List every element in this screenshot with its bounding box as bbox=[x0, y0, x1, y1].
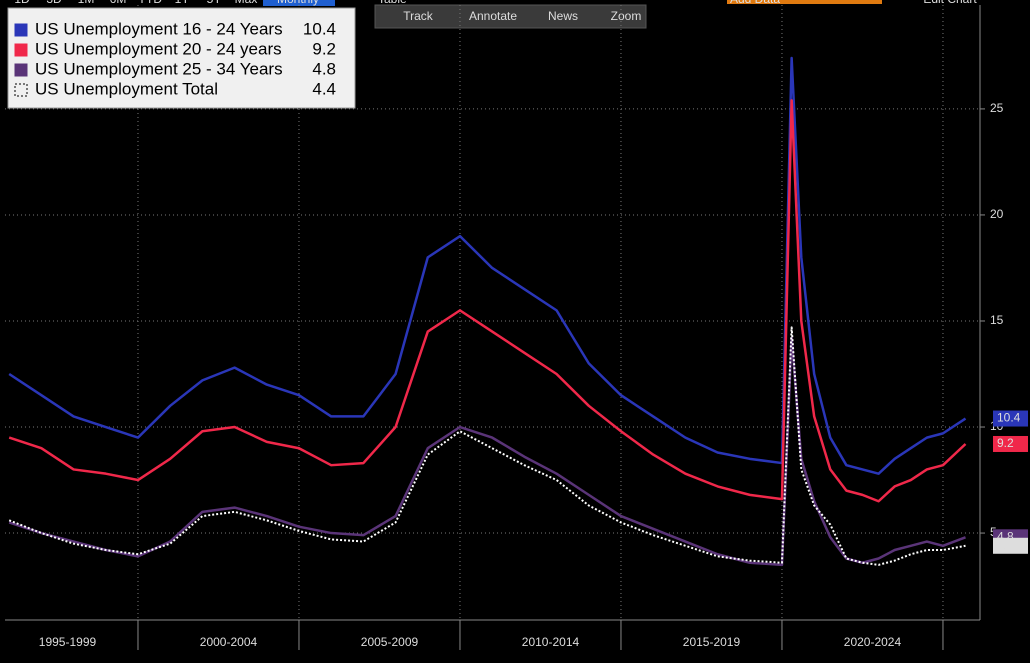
legend-label: US Unemployment 25 - 34 Years bbox=[35, 59, 283, 78]
legend-value: 10.4 bbox=[303, 19, 336, 38]
tool-bar bbox=[374, 4, 647, 29]
y-tick-label: 25 bbox=[990, 101, 1004, 115]
period-button[interactable]: 1D bbox=[14, 0, 30, 6]
legend bbox=[7, 7, 356, 109]
end-value-label: 10.4 bbox=[997, 411, 1021, 425]
end-value-label: 4.4 bbox=[997, 538, 1014, 552]
period-button[interactable]: 1M bbox=[78, 0, 95, 6]
legend-label: US Unemployment Total bbox=[35, 79, 218, 98]
legend-value: 9.2 bbox=[312, 39, 336, 58]
series-line bbox=[8, 326, 966, 566]
tool-button[interactable]: Track bbox=[403, 9, 434, 23]
x-tick-label: 2005-2009 bbox=[361, 635, 419, 649]
period-button[interactable]: Max bbox=[235, 0, 258, 6]
frequency-button[interactable] bbox=[263, 0, 335, 6]
legend-label: US Unemployment 16 - 24 Years bbox=[35, 19, 283, 38]
x-tick-label: 2015-2019 bbox=[683, 635, 741, 649]
x-tick-label: 1995-1999 bbox=[39, 635, 97, 649]
legend-swatch bbox=[14, 23, 28, 37]
legend-swatch bbox=[14, 83, 28, 97]
legend-swatch bbox=[14, 43, 28, 57]
end-value-box bbox=[993, 435, 1028, 452]
period-button[interactable]: 1Y bbox=[175, 0, 190, 6]
add-data-label[interactable]: Add Data bbox=[730, 0, 780, 6]
legend-value: 4.4 bbox=[312, 79, 336, 98]
end-value-box bbox=[993, 410, 1028, 427]
period-button[interactable]: 5Y bbox=[207, 0, 222, 6]
period-button[interactable]: 6M bbox=[110, 0, 127, 6]
legend-value: 4.8 bbox=[312, 59, 336, 78]
series-line bbox=[8, 336, 966, 567]
period-button[interactable]: YTD bbox=[138, 0, 162, 6]
series-line bbox=[8, 99, 967, 503]
legend-swatch bbox=[14, 63, 28, 77]
add-data-box[interactable] bbox=[727, 0, 882, 4]
tool-button[interactable]: Annotate bbox=[469, 9, 517, 23]
frequency-label[interactable]: Monthly bbox=[277, 0, 319, 6]
table-label[interactable]: Table bbox=[378, 0, 407, 6]
edit-chart-label[interactable]: Edit Chart bbox=[923, 0, 977, 6]
series-line bbox=[8, 56, 967, 475]
tool-button[interactable]: News bbox=[548, 9, 578, 23]
y-tick-label: 20 bbox=[990, 207, 1004, 221]
legend-label: US Unemployment 20 - 24 years bbox=[35, 39, 282, 58]
x-tick-label: 2020-2024 bbox=[844, 635, 902, 649]
tool-button[interactable]: Zoom bbox=[611, 9, 642, 23]
end-value-box bbox=[993, 537, 1028, 554]
y-tick-label: 15 bbox=[990, 313, 1004, 327]
end-value-label: 9.2 bbox=[997, 436, 1014, 450]
period-button[interactable]: 3D bbox=[46, 0, 62, 6]
x-tick-label: 2010-2014 bbox=[522, 635, 580, 649]
x-tick-label: 2000-2004 bbox=[200, 635, 258, 649]
